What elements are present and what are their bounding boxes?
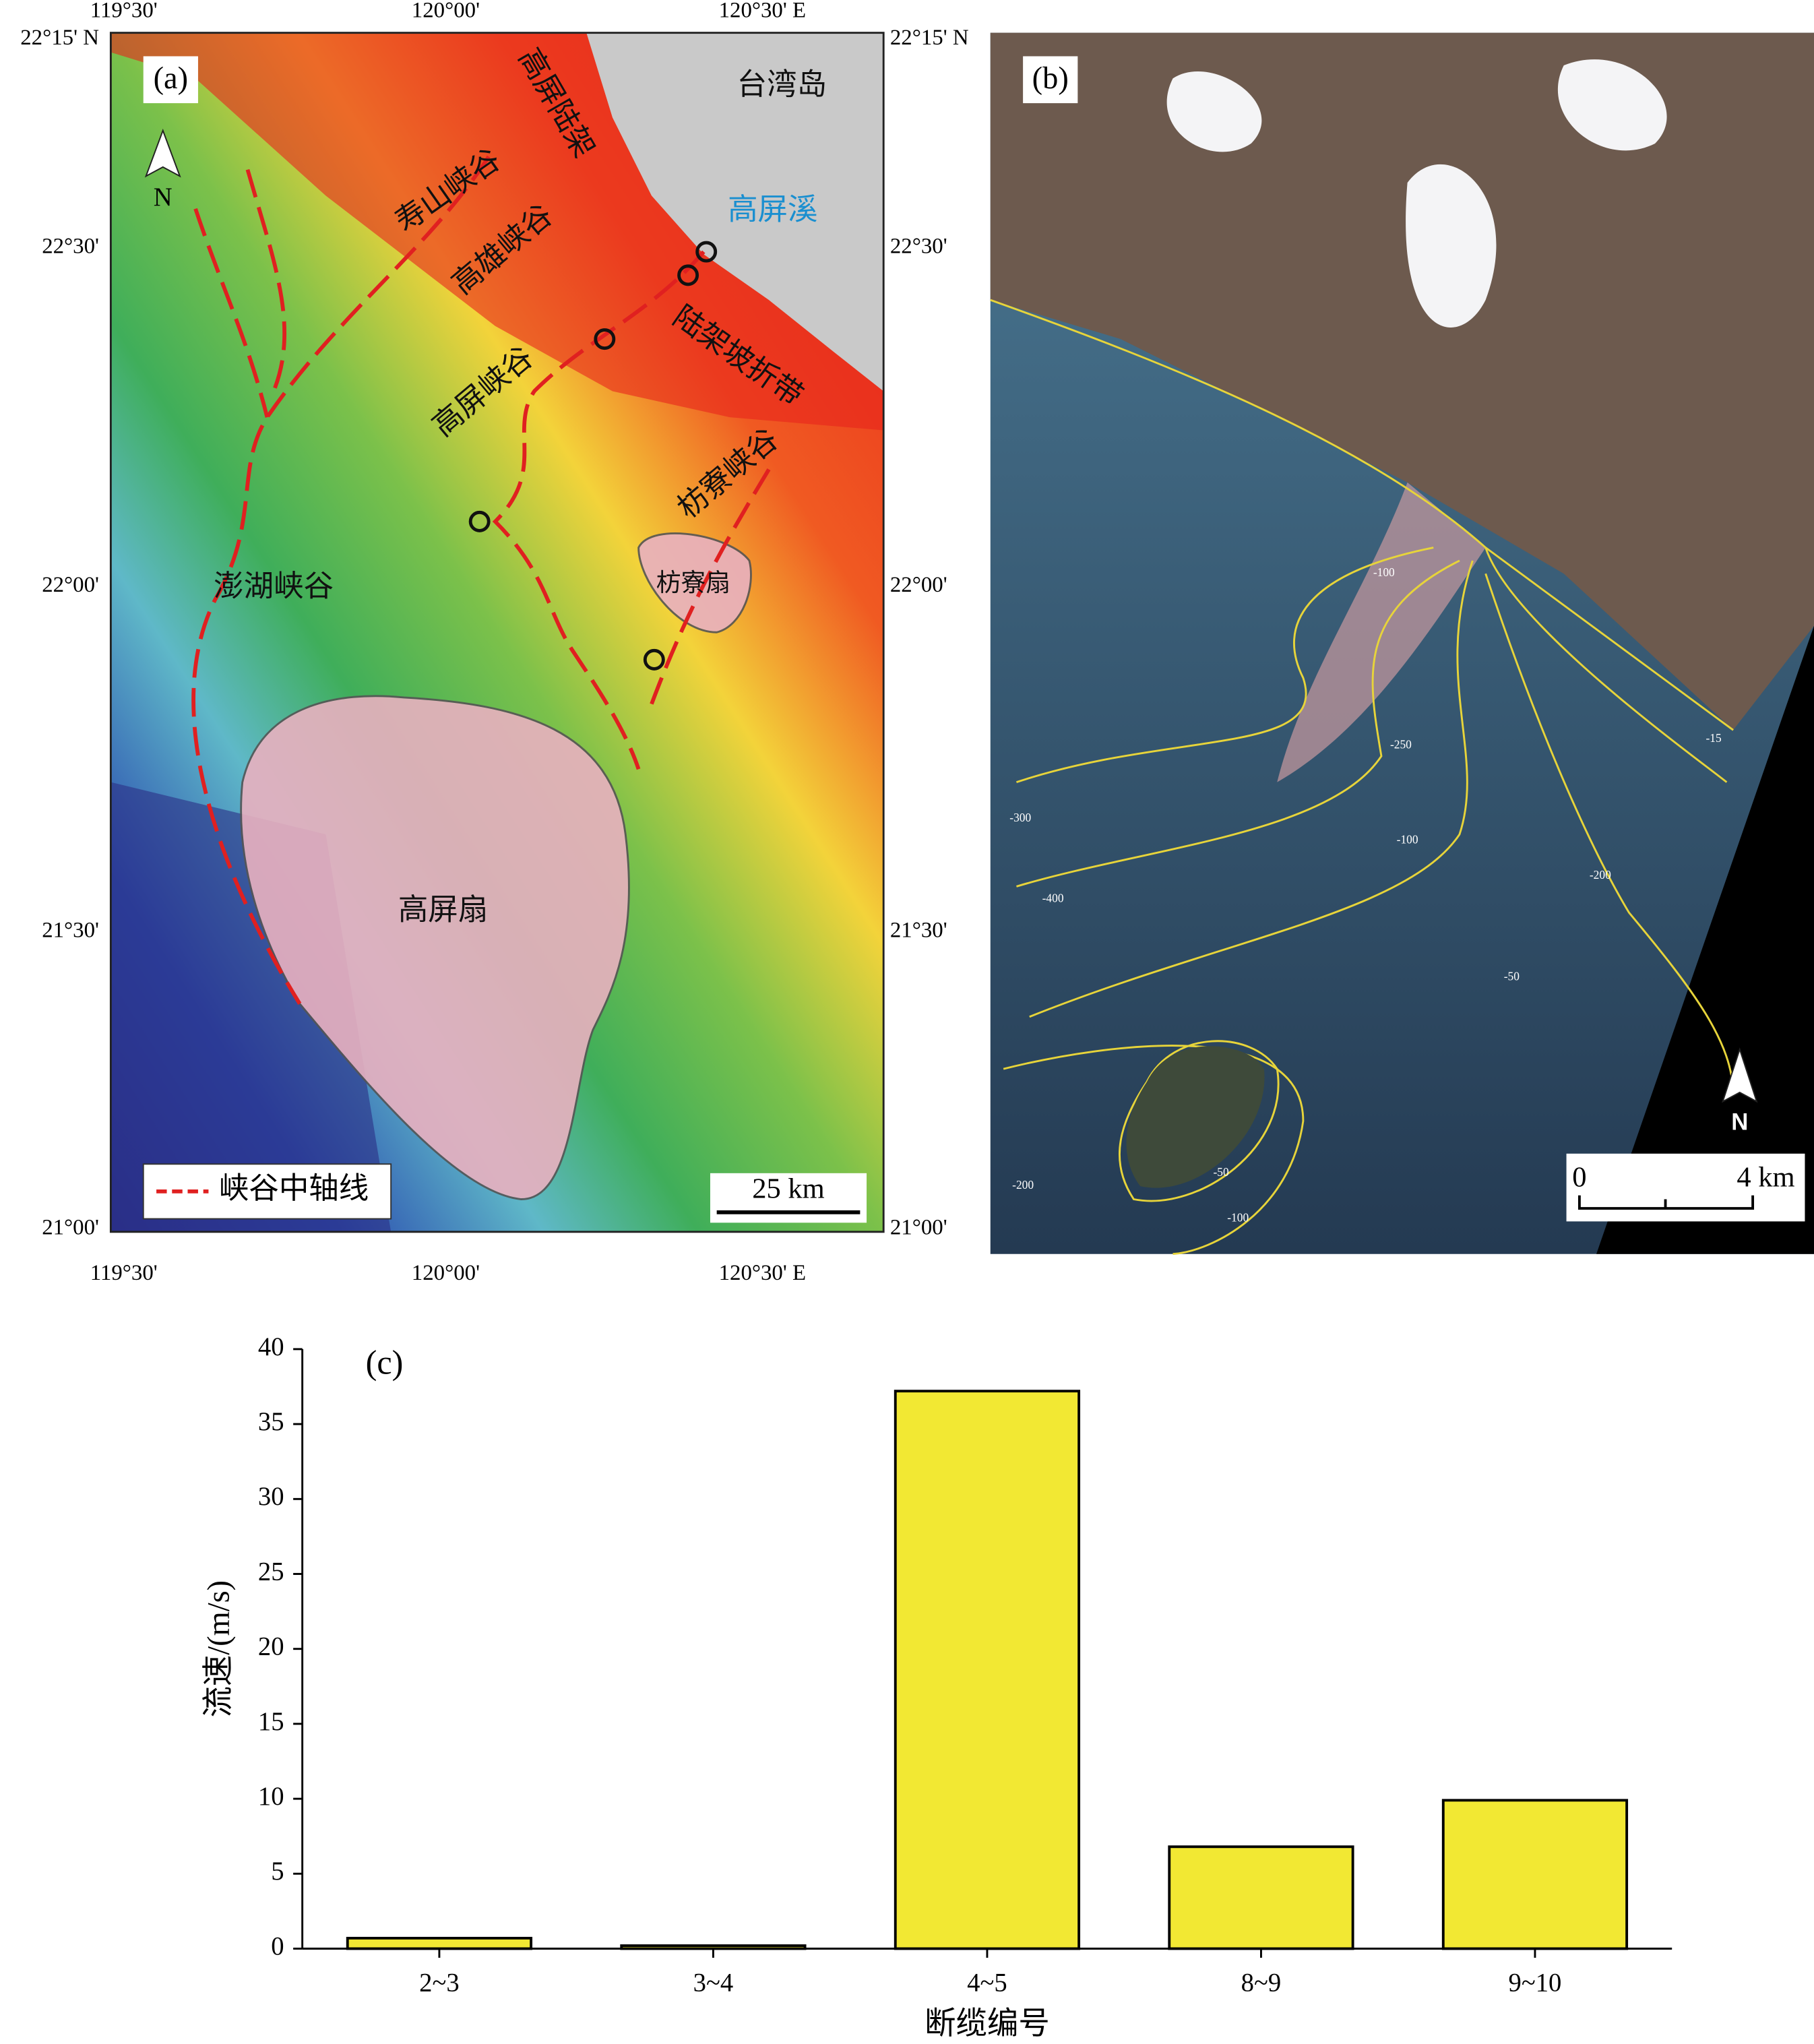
x-coord-label: 119°30' [90,1261,158,1285]
legend-box [142,1163,392,1220]
y-tick-label: 40 [258,1333,284,1361]
x-coord-label: 120°00' [412,0,480,22]
canyon-axes [191,155,771,1005]
contour-label: -300 [1009,811,1031,824]
bar [894,1390,1081,1950]
x-coord-label: 120°30' E [719,1261,807,1285]
scale-label: 0 [1572,1161,1586,1193]
y-tick-label: 35 [258,1408,284,1436]
map-b [990,32,1814,1256]
map-a-frame [109,32,885,1233]
north-label: N [154,183,173,212]
y-tick-label: 0 [271,1932,284,1960]
map-a [109,32,885,1233]
legend-label: 峡谷中轴线 [219,1171,369,1205]
y-tick-label: 15 [258,1708,284,1736]
y-tick-label: 30 [258,1483,284,1511]
scale-box [1566,1153,1805,1222]
y-tick-label: 10 [258,1783,284,1811]
y-coord-label: 22°15' N [20,26,99,50]
x-tick-label: 9~10 [1508,1969,1561,1997]
y-coord-label: 22°00' [42,573,99,597]
y-coord-label: 22°30' [42,234,99,258]
clouds [1166,59,1667,328]
contour-label: -200 [1590,868,1611,881]
y-tick-label: 20 [258,1633,284,1661]
contour-label: -100 [1373,565,1395,579]
contour-label: -50 [1213,1165,1228,1179]
land [990,32,1814,731]
gaoping-fan [240,695,630,1200]
annotation: (c) [366,1344,404,1382]
scale-bar [1577,1195,1755,1210]
bar [620,1944,807,1950]
label-box [143,56,198,104]
contour-label: -200 [1012,1178,1034,1191]
island [1126,1046,1265,1188]
y-coord-label: 22°00' [890,573,947,597]
place-label: 澎湖峡谷 [214,569,334,603]
fangliao-fan [637,532,752,633]
north-arrow [1721,1047,1758,1103]
site-markers [468,241,718,671]
x-tick-label: 2~3 [419,1969,460,1997]
bar [1168,1845,1354,1950]
y-coord-label: 21°30' [42,919,99,943]
x-tick-label: 3~4 [693,1969,734,1997]
label-box [1023,56,1078,104]
y-coord-label: 21°00' [890,1216,947,1240]
contour-label: -100 [1397,833,1418,846]
panel-label: (b) [1032,61,1069,96]
contour-label: -400 [1042,892,1064,905]
y-axis-title: 流速/(m/s) [201,1580,236,1718]
contours [990,299,1734,1256]
scale-box [710,1173,867,1223]
x-coord-label: 120°30' E [719,0,807,22]
x-axis-title: 断缆编号 [925,2007,1050,2041]
north-label: N [1731,1109,1748,1136]
place-label: 高屏扇 [398,892,488,926]
place-label: 高屏溪 [728,193,817,226]
y-coord-label: 22°30' [890,234,947,258]
x-tick-label: 8~9 [1241,1969,1282,1997]
contour-label: -50 [1504,970,1520,983]
x-coord-label: 119°30' [90,0,158,22]
bar [1441,1799,1629,1950]
y-tick-label: 25 [258,1557,284,1586]
contour-label: -100 [1227,1211,1249,1225]
contour-label: -250 [1390,738,1412,751]
contour-label: -15 [1706,731,1721,745]
panel-label: (a) [154,61,189,96]
x-coord-label: 120°00' [412,1261,480,1285]
y-coord-label: 21°00' [42,1216,99,1240]
north-arrow [144,128,181,178]
bar [346,1937,533,1950]
scale-label: 25 km [752,1173,825,1205]
y-tick-label: 5 [271,1857,284,1886]
y-coord-label: 22°15' N [890,26,969,50]
y-coord-label: 21°30' [890,919,947,943]
x-tick-label: 4~5 [967,1969,1007,1997]
scale-label: 4 km [1737,1161,1794,1193]
place-label: 枋寮扇 [656,569,730,596]
place-label: 台湾岛 [737,67,827,101]
land [586,32,884,392]
